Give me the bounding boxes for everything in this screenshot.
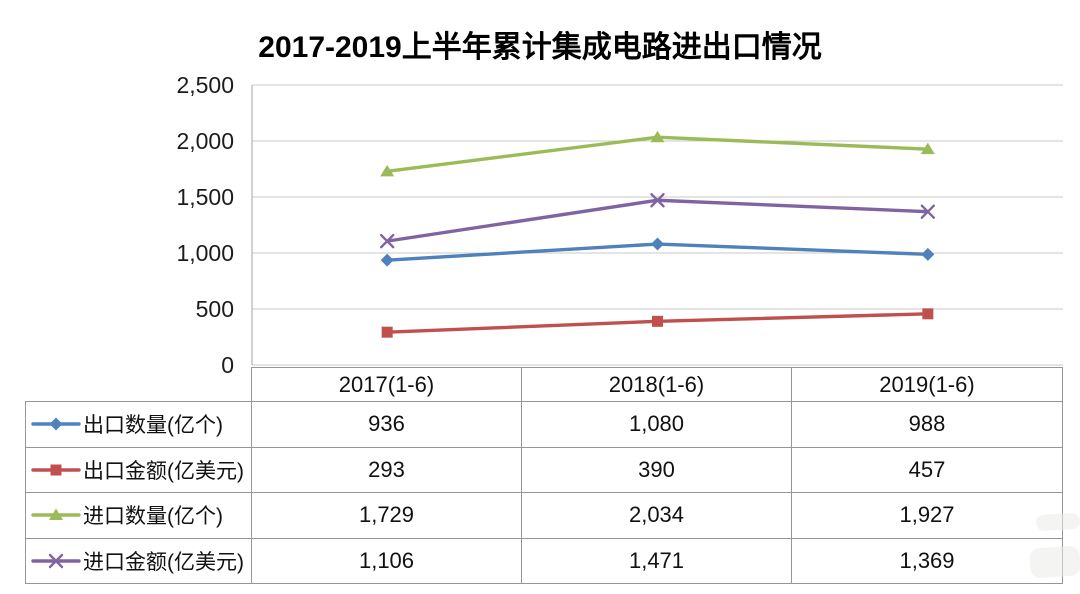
value-cell: 2,034: [522, 493, 792, 539]
value-cell: 1,369: [792, 538, 1063, 584]
legend-triangle-icon: [31, 508, 81, 521]
value-cell: 457: [792, 447, 1063, 493]
legend-key-cell: 出口数量(亿个): [25, 402, 252, 448]
watermark-remnant: [1035, 512, 1080, 532]
value-cell: 1,471: [522, 538, 792, 584]
value-cell: 1,927: [792, 493, 1063, 539]
value-cell: 390: [522, 447, 792, 493]
value-cell: 1,080: [522, 402, 792, 448]
value-cell: 1,106: [252, 538, 522, 584]
column-header: 2017(1-6): [252, 367, 522, 402]
y-axis-tick-label: 1,000: [176, 240, 234, 266]
y-axis-tick-label: 2,500: [176, 72, 234, 98]
value-cell: 1,729: [252, 493, 522, 539]
legend-key-cell: 进口数量(亿个): [25, 493, 252, 539]
y-axis-tick-label: 2,000: [176, 128, 234, 154]
legend-label: 出口金额(亿美元): [83, 459, 244, 483]
chart-title: 2017-2019上半年累计集成电路进出口情况: [258, 31, 822, 64]
y-axis-tick-label: 500: [196, 296, 234, 322]
legend-key-cell: 出口金额(亿美元): [25, 447, 252, 493]
legend-key-cell: 进口金额(亿美元): [25, 538, 252, 584]
column-header: 2019(1-6): [792, 367, 1063, 402]
watermark-remnant: [1029, 545, 1080, 579]
legend-label: 进口金额(亿美元): [83, 550, 244, 574]
column-header: 2018(1-6): [522, 367, 792, 402]
y-axis-tick-label: 1,500: [176, 184, 234, 210]
legend-square-icon: [31, 464, 81, 476]
legend-diamond-icon: [31, 417, 81, 431]
legend-label: 出口数量(亿个): [83, 414, 223, 438]
value-cell: 293: [252, 447, 522, 493]
data-table: 2017(1-6) 2018(1-6) 2019(1-6) 出口数量(亿个) 9…: [25, 367, 1063, 584]
value-cell: 988: [792, 402, 1063, 448]
table-corner-cell: [25, 367, 252, 402]
value-cell: 936: [252, 402, 522, 448]
legend-label: 进口数量(亿个): [83, 505, 223, 529]
legend-x-icon: [31, 553, 81, 568]
